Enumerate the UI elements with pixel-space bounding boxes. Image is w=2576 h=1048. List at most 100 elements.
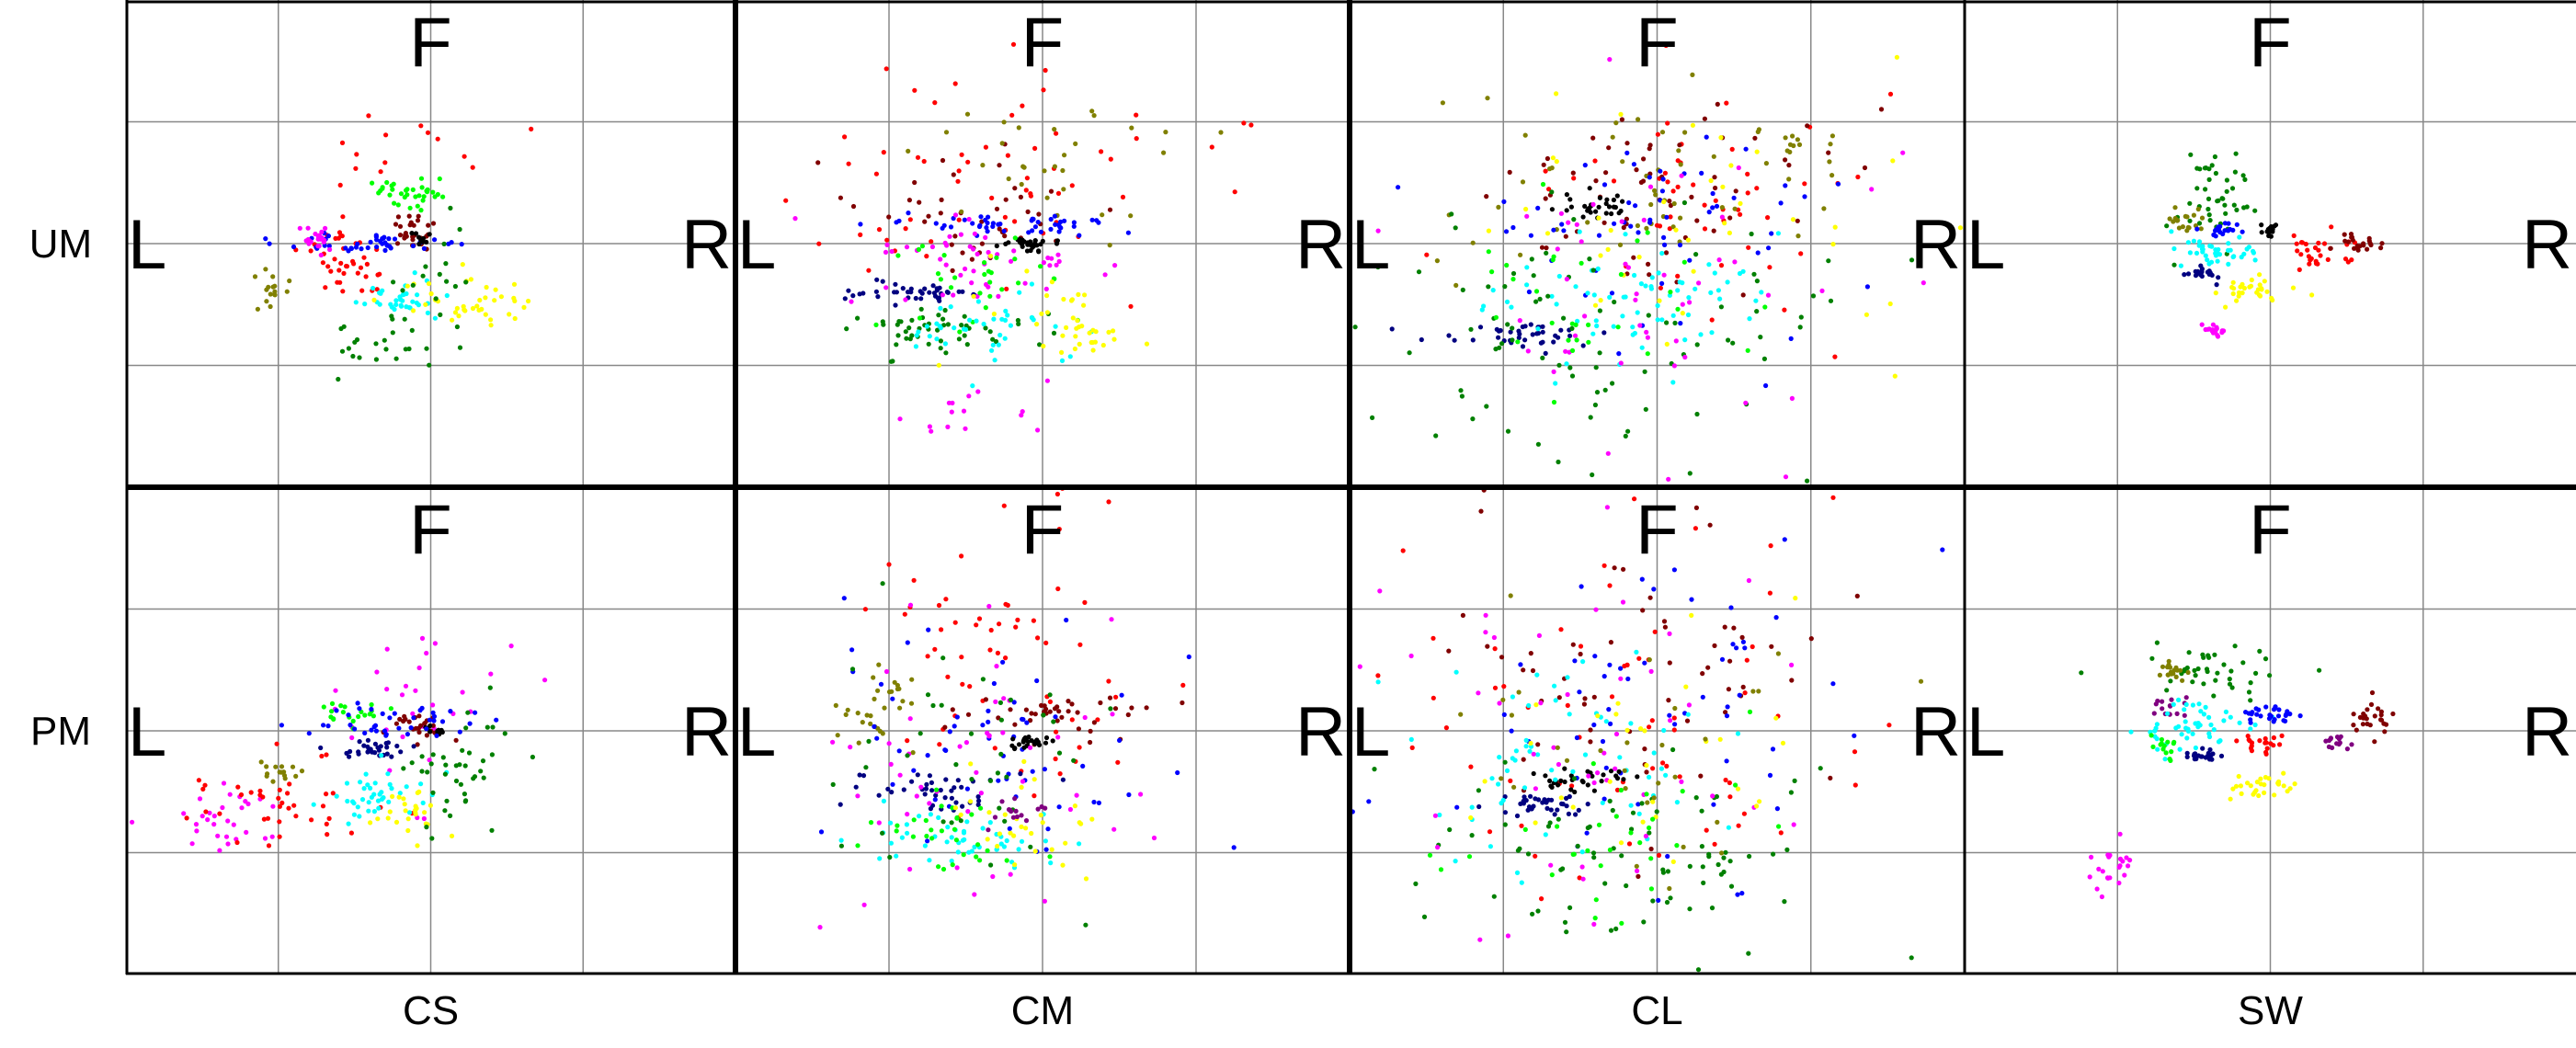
- data-point: [418, 176, 425, 181]
- data-point: [1573, 322, 1579, 327]
- data-point: [1687, 257, 1693, 263]
- data-point: [325, 723, 331, 729]
- data-point: [1558, 627, 1564, 632]
- data-point: [1789, 662, 1795, 668]
- data-point: [2184, 750, 2190, 756]
- data-point: [886, 562, 892, 567]
- data-point: [1025, 242, 1031, 247]
- data-point: [409, 327, 415, 333]
- data-point: [1035, 220, 1041, 225]
- data-point: [313, 231, 318, 237]
- data-point: [1024, 720, 1030, 725]
- data-point: [1547, 778, 1553, 784]
- data-point: [1043, 740, 1049, 746]
- data-point: [2249, 743, 2254, 749]
- data-point: [1003, 655, 1009, 661]
- data-point: [1579, 260, 1584, 266]
- data-point: [350, 353, 356, 359]
- data-point: [1107, 695, 1113, 701]
- data-point: [1596, 215, 1601, 221]
- data-point: [2245, 734, 2251, 739]
- data-point: [964, 111, 971, 117]
- data-point: [1603, 765, 1609, 770]
- data-point: [405, 816, 411, 822]
- data-point: [846, 288, 851, 293]
- data-point: [1793, 596, 1798, 601]
- data-point: [336, 376, 341, 382]
- data-point: [1593, 607, 1599, 612]
- data-point: [1508, 329, 1513, 335]
- data-point: [967, 684, 973, 689]
- data-point: [956, 336, 962, 342]
- data-point: [2223, 709, 2228, 715]
- data-point: [225, 818, 231, 824]
- data-point: [1635, 774, 1640, 780]
- data-point: [1047, 709, 1053, 714]
- data-point: [1020, 739, 1026, 745]
- data-point: [368, 239, 373, 245]
- data-point: [868, 820, 874, 826]
- data-point: [1544, 800, 1549, 805]
- data-point: [433, 296, 439, 302]
- data-point: [849, 299, 854, 304]
- data-point: [478, 769, 484, 774]
- row-label-um: UM: [29, 222, 92, 267]
- data-point: [390, 330, 395, 336]
- data-point: [2224, 177, 2229, 183]
- data-point: [1769, 644, 1774, 649]
- data-point: [1551, 227, 1556, 233]
- data-point: [917, 814, 922, 819]
- data-point: [1790, 133, 1795, 139]
- data-point: [268, 291, 273, 297]
- data-point: [2196, 701, 2202, 707]
- data-point: [901, 787, 906, 792]
- data-point: [1643, 406, 1648, 412]
- data-point: [964, 342, 970, 347]
- data-point: [927, 858, 932, 863]
- data-point: [460, 689, 465, 695]
- data-point: [1061, 187, 1066, 192]
- data-point: [318, 236, 324, 242]
- data-point: [2186, 225, 2192, 231]
- data-point: [2194, 250, 2200, 256]
- data-point: [2183, 719, 2188, 724]
- data-point: [2264, 289, 2270, 294]
- data-point: [1493, 314, 1499, 320]
- data-point: [1739, 891, 1745, 896]
- data-point: [1020, 244, 1025, 249]
- data-point: [1075, 710, 1080, 715]
- data-point: [1018, 771, 1023, 777]
- data-point: [2229, 685, 2235, 690]
- data-point: [1736, 823, 1741, 828]
- data-point: [416, 729, 422, 735]
- data-point: [979, 241, 985, 246]
- data-point: [1489, 269, 1495, 275]
- data-point: [965, 159, 971, 165]
- data-point: [405, 283, 410, 289]
- data-point: [1584, 830, 1590, 836]
- column-label-sw: SW: [2238, 988, 2303, 1033]
- data-point: [993, 338, 999, 345]
- data-point: [1645, 230, 1650, 235]
- data-point: [998, 751, 1004, 758]
- data-point: [1476, 690, 1481, 696]
- data-point: [1592, 916, 1598, 921]
- data-point: [1039, 803, 1044, 810]
- data-point: [2257, 738, 2263, 744]
- data-point: [1044, 378, 1050, 383]
- data-point: [1022, 280, 1028, 286]
- data-point: [1587, 824, 1592, 829]
- data-point: [197, 796, 203, 802]
- data-point: [1029, 830, 1034, 837]
- data-point: [261, 816, 267, 822]
- data-point: [1603, 211, 1609, 216]
- data-point: [1628, 803, 1634, 808]
- data-point: [405, 187, 410, 192]
- data-point: [397, 223, 404, 229]
- data-point: [1656, 897, 1661, 904]
- data-point: [904, 822, 910, 827]
- data-point: [2099, 894, 2104, 900]
- data-point: [1613, 773, 1619, 779]
- data-point: [2317, 667, 2322, 673]
- data-point: [1609, 290, 1615, 296]
